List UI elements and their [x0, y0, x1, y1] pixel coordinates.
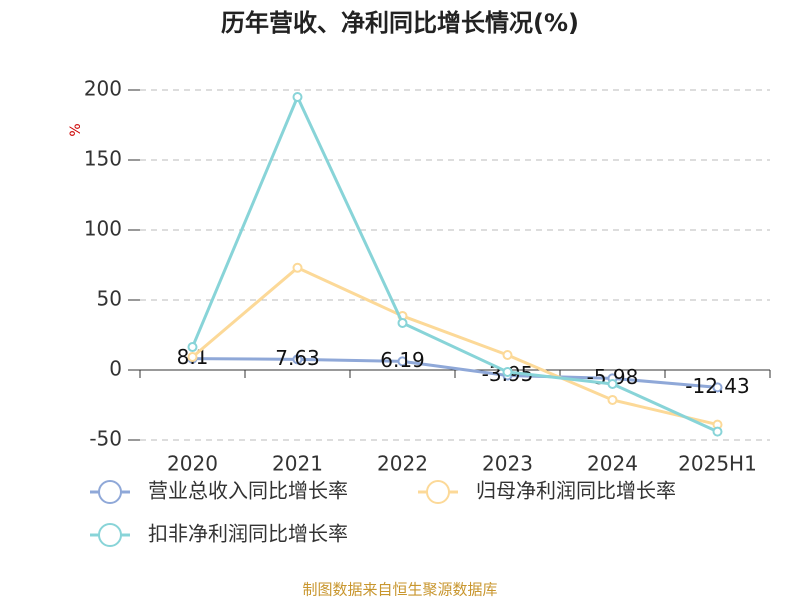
y-tick-label: -50: [89, 427, 122, 451]
point: [187, 351, 198, 362]
legend-label: 营业总收入同比增长率: [148, 479, 348, 503]
point: [397, 317, 408, 328]
value-label: -12.43: [685, 374, 749, 398]
series-line: [191, 266, 718, 427]
legend-marker: [98, 523, 122, 547]
y-axis-label: %: [68, 123, 84, 136]
legend-label: 归母净利润同比增长率: [476, 479, 676, 503]
y-tick-label: 50: [97, 287, 122, 311]
x-tick-label: 2022: [377, 452, 428, 476]
point: [292, 354, 303, 365]
legend-label: 扣非净利润同比增长率: [148, 522, 348, 546]
point: [292, 262, 303, 273]
point: [397, 356, 408, 367]
point: [187, 342, 198, 353]
x-tick-label: 2021: [272, 452, 323, 476]
series-line: [191, 93, 719, 433]
x-tick-label: 2020: [167, 452, 218, 476]
point: [712, 426, 723, 437]
chart-title: 历年营收、净利同比增长情况(%): [221, 9, 579, 37]
legend-marker: [426, 480, 450, 504]
x-tick-label: 2023: [482, 452, 533, 476]
value-label: 6.19: [380, 348, 425, 372]
y-tick-label: 200: [84, 77, 122, 101]
value-label: 7.63: [275, 346, 320, 370]
y-tick-label: 100: [84, 217, 122, 241]
legend-marker: [98, 480, 122, 504]
point: [502, 366, 513, 377]
point: [712, 382, 723, 393]
source-note: 制图数据来自恒生聚源数据库: [302, 581, 497, 599]
series-line: [192, 357, 718, 389]
point: [607, 394, 618, 405]
point: [292, 92, 303, 102]
x-tick-label: 2024: [587, 452, 638, 476]
y-tick-label: 150: [84, 147, 122, 171]
point: [502, 350, 513, 361]
x-tick-label: 2025H1: [678, 452, 757, 476]
y-tick-label: 0: [109, 357, 122, 381]
point: [607, 379, 618, 389]
